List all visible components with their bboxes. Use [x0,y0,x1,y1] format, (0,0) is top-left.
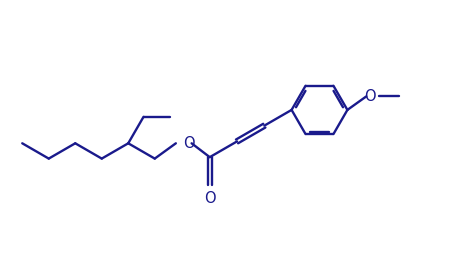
Text: alamy - 2BMPR6Y: alamy - 2BMPR6Y [173,239,277,252]
Text: O: O [364,89,376,104]
Text: O: O [204,191,216,206]
Text: O: O [184,136,195,151]
